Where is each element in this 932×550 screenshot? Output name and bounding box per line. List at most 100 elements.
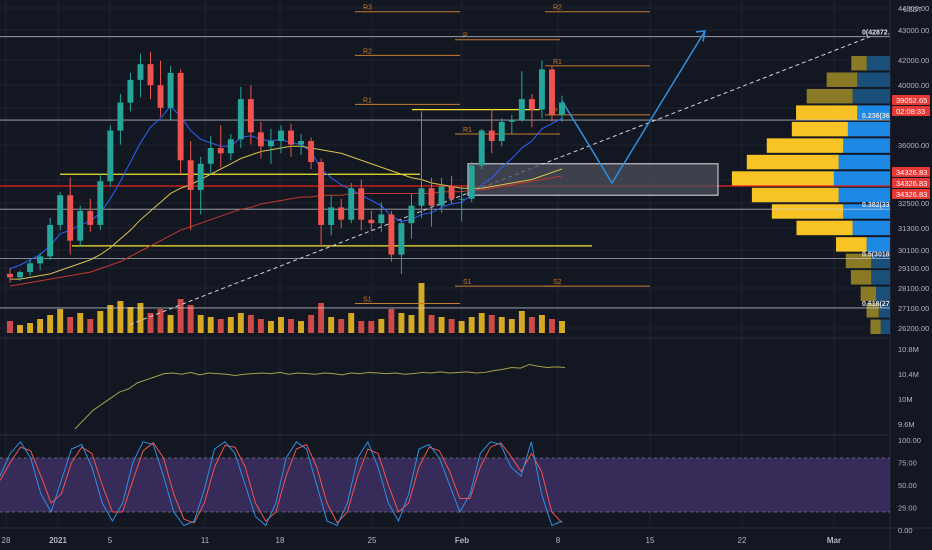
candle-body xyxy=(257,132,264,147)
price-tick-label: 26200.00 xyxy=(898,324,929,333)
volume-bar xyxy=(368,321,375,333)
time-tick-label: 18 xyxy=(276,536,285,545)
volume-bar xyxy=(37,319,44,333)
stoch-band xyxy=(0,458,890,512)
volume-bar xyxy=(197,315,204,333)
candle-body xyxy=(388,214,395,255)
candle-body xyxy=(398,223,405,255)
fib-label: 0.382(33 xyxy=(862,202,890,209)
pivot-levels: R3 R2 R2 R1 R1 R1 P P S1 S1 S2 xyxy=(355,5,650,305)
profile-sell-bar xyxy=(836,237,867,252)
stoch-tick-label: 100.00 xyxy=(898,436,921,445)
profile-sell-bar xyxy=(791,121,848,137)
currency-label: USDT xyxy=(903,7,923,14)
candle-body xyxy=(338,207,345,220)
stoch-tick-label: 50.00 xyxy=(898,481,917,490)
pivot-label: R1 xyxy=(463,127,472,134)
candle-body xyxy=(488,130,495,142)
candle-body xyxy=(328,207,335,225)
price-tick-label: 28100.00 xyxy=(898,284,929,293)
pivot-label: R1 xyxy=(363,97,372,104)
price-badge-text: 34326.83 xyxy=(896,168,927,177)
price-badge-text: 02:08:33 xyxy=(896,107,925,116)
candle-body xyxy=(27,263,34,273)
candle-body xyxy=(518,99,525,121)
pivot-label: S1 xyxy=(463,279,472,286)
candle-body xyxy=(278,130,284,142)
volume-bars xyxy=(7,283,565,333)
profile-buy-bar xyxy=(838,187,890,203)
stoch-tick-label: 75.00 xyxy=(898,459,917,468)
candle-body xyxy=(428,188,435,206)
volume-bar xyxy=(298,321,305,333)
candle-body xyxy=(358,188,365,220)
profile-sell-bar xyxy=(851,56,867,71)
volume-bar xyxy=(227,317,234,333)
pivot-label: P xyxy=(463,33,468,40)
pivot-label: R2 xyxy=(363,48,372,55)
volume-bar xyxy=(308,315,315,333)
profile-buy-bar xyxy=(880,319,890,334)
volume-bar xyxy=(528,317,535,333)
volume-bar xyxy=(318,303,325,333)
profile-buy-bar xyxy=(847,121,890,137)
volume-bar xyxy=(157,309,164,333)
price-badge-bg xyxy=(892,95,930,105)
volume-bar xyxy=(107,305,114,333)
price-axis[interactable]: 10.8M 10.4M 10M 9.6M 100.00 75.00 50.00 25.00 0.… xyxy=(898,4,929,535)
volume-bar xyxy=(559,321,565,333)
price-badges: 39052.65 02:08:33 34326.83 34326.83 34326.83 xyxy=(892,95,930,199)
time-tick-label: 8 xyxy=(556,536,561,545)
profile-buy-bar xyxy=(833,171,890,186)
price-tick-label: 36000.00 xyxy=(898,141,929,150)
volume-bar xyxy=(77,313,84,333)
pivot-label: R1 xyxy=(553,59,562,66)
candle-body xyxy=(298,141,305,145)
candle-body xyxy=(478,130,485,166)
annotations[interactable] xyxy=(0,30,890,325)
pivot-label: R3 xyxy=(363,5,372,12)
volume-bar xyxy=(408,315,415,333)
volume-bar xyxy=(7,321,13,333)
candle-body xyxy=(87,210,94,225)
fib-label: 0(42872. xyxy=(862,30,890,37)
price-tick-label: 44000.00 xyxy=(898,4,929,13)
projection-path xyxy=(561,30,706,185)
volume-bar xyxy=(328,317,335,333)
candle-body xyxy=(378,214,385,224)
price-tick-label: 27100.00 xyxy=(898,304,929,313)
candles[interactable] xyxy=(7,51,565,283)
candle-body xyxy=(147,64,154,86)
price-badge-bg xyxy=(892,167,930,177)
time-tick-label: 5 xyxy=(108,536,113,545)
profile-sell-bar xyxy=(866,303,879,318)
candle-body xyxy=(197,163,204,190)
time-tick-label: 2021 xyxy=(49,536,67,545)
volume-bar xyxy=(498,317,505,333)
profile-sell-bar xyxy=(766,138,844,153)
volume-bar xyxy=(67,317,74,333)
price-tick-label: 30100.00 xyxy=(898,246,929,255)
candle-body xyxy=(559,102,565,115)
profile-buy-bar xyxy=(852,88,890,104)
candle-body xyxy=(47,224,54,257)
fib-label: 0.5(3018 xyxy=(862,251,890,258)
volume-bar xyxy=(247,315,254,333)
volume-bar xyxy=(177,299,184,333)
candle-body xyxy=(468,165,475,199)
profile-buy-bar xyxy=(857,105,890,120)
profile-buy-bar xyxy=(857,72,890,87)
volume-bar xyxy=(87,319,94,333)
profile-buy-bar xyxy=(875,286,890,302)
price-tick-label: 32500.00 xyxy=(898,199,929,208)
profile-buy-bar xyxy=(843,138,890,153)
time-axis[interactable]: 28 2021 5 11 18 25 Feb 8 15 22 Mar xyxy=(2,536,842,545)
profile-buy-bar xyxy=(871,253,890,269)
candle-body xyxy=(157,85,164,108)
price-badge-bg xyxy=(892,189,930,199)
profile-sell-bar xyxy=(826,72,858,87)
profile-buy-bar xyxy=(843,204,890,219)
volume-bar xyxy=(137,303,144,333)
volume-bar xyxy=(388,309,395,333)
